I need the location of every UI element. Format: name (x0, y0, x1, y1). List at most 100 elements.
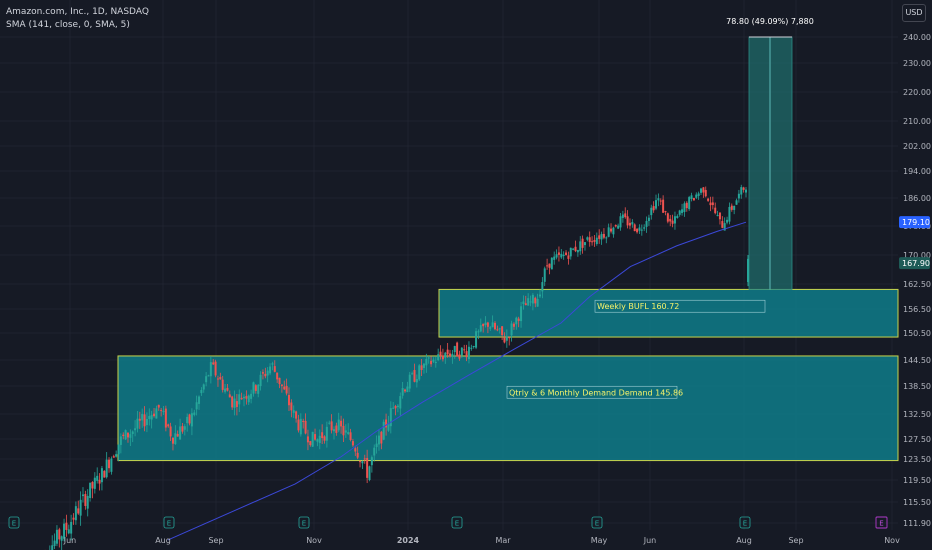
currency-button[interactable]: USD (902, 4, 926, 22)
time-tick-label: Jun (63, 536, 77, 545)
candle-body (449, 353, 452, 357)
candle-body (67, 529, 70, 534)
candle-body (555, 254, 558, 258)
candle-body (72, 517, 75, 520)
candle-body (363, 458, 366, 460)
candle-body (181, 426, 184, 432)
candle-body (456, 342, 459, 357)
candle-body (349, 432, 352, 440)
candle-body (174, 433, 177, 445)
future-earnings-marker (875, 516, 888, 529)
candle-body (295, 411, 298, 419)
symbol-title[interactable]: Amazon.com, Inc., 1D, NASDAQ (6, 7, 149, 17)
candle-body (171, 437, 174, 444)
price-tick-label: 156.50 (903, 305, 931, 314)
price-tick-label: 138.50 (903, 382, 931, 391)
price-tick-label: 240.00 (903, 33, 931, 42)
candle-body (524, 303, 527, 306)
candle-body (520, 306, 523, 322)
candle-body (543, 268, 546, 282)
zone-label: Weekly BUFL 160.72 (597, 302, 679, 311)
candle-body (254, 385, 257, 391)
time-axis[interactable]: Jun Aug Sep Nov 2024 Mar May Jun Aug Sep Nov (63, 536, 900, 545)
candle-body (510, 323, 513, 336)
candle-body (53, 540, 56, 547)
candle-body (351, 441, 354, 446)
zone-label: Qtrly & 6 Monthly Demand Demand 145.86 (509, 388, 683, 397)
candle-body (176, 434, 179, 437)
candle-body (342, 425, 345, 436)
candle-body (593, 240, 596, 242)
candle-body (108, 459, 111, 469)
candle-body (673, 216, 676, 224)
candle-body (422, 363, 425, 368)
earnings-marker (8, 516, 20, 529)
candle-body (467, 346, 470, 360)
candle-body (314, 434, 317, 440)
candle-body (347, 432, 350, 435)
candle-body (413, 370, 416, 382)
price-tick-label: 202.00 (903, 142, 931, 151)
candle-body (153, 413, 156, 417)
earnings-marker-label: E (302, 520, 306, 528)
price-axis[interactable]: 111.90 115.50 119.50 123.50 127.50 132.50 138.… (899, 33, 931, 528)
candle-body (259, 374, 262, 387)
candle-body (51, 545, 54, 550)
candle-body (465, 351, 468, 358)
candle-body (247, 395, 250, 403)
candle-body (655, 200, 658, 209)
candle-body (437, 354, 440, 361)
candle-body (610, 228, 613, 232)
candle-body (394, 405, 397, 409)
candle-body (420, 365, 423, 371)
time-tick-label: Sep (788, 536, 803, 545)
candle-body (179, 426, 182, 440)
candle-body (633, 224, 636, 232)
candle-body (115, 454, 118, 457)
candle-body (238, 394, 241, 405)
candle-body (380, 431, 383, 444)
candle-body (508, 337, 511, 339)
candle-body (415, 378, 418, 383)
candle-body (285, 385, 288, 394)
candle-body (299, 418, 302, 435)
candle-body (477, 331, 480, 333)
candle-body (55, 529, 58, 544)
candle-body (444, 352, 447, 358)
candle-body (512, 323, 515, 327)
candle-body (583, 242, 586, 246)
candle-body (740, 187, 743, 195)
candle-body (418, 365, 421, 380)
candle-body (354, 448, 357, 452)
candle-body (160, 409, 163, 411)
candle-body (58, 529, 61, 540)
sma-indicator-label[interactable]: SMA (141, close, 0, SMA, 5) (6, 20, 130, 30)
candle-body (392, 407, 395, 409)
price-tick-label: 162.50 (903, 280, 931, 289)
candle-body (233, 398, 236, 408)
candle-body (198, 396, 201, 404)
candle-body (200, 389, 203, 394)
candle-body (143, 414, 146, 427)
candle-body (136, 418, 139, 429)
sma-line (167, 221, 747, 541)
candle-body (318, 435, 321, 443)
candle-body (728, 206, 731, 222)
candle-body (432, 359, 435, 362)
candle-body (129, 434, 132, 438)
candle-body (560, 253, 563, 258)
candle-body (79, 499, 82, 516)
candle-body (529, 301, 532, 303)
price-tick-label: 186.00 (903, 194, 931, 203)
candle-body (110, 458, 113, 472)
candle-body (399, 396, 402, 409)
candle-body (557, 252, 560, 255)
candle-body (475, 331, 478, 348)
earnings-marker (591, 516, 603, 529)
candle-body (546, 265, 549, 267)
price-tick-label: 144.50 (903, 356, 931, 365)
candle-body (157, 404, 160, 408)
time-tick-label: Nov (306, 536, 322, 545)
candle-body (377, 435, 380, 445)
